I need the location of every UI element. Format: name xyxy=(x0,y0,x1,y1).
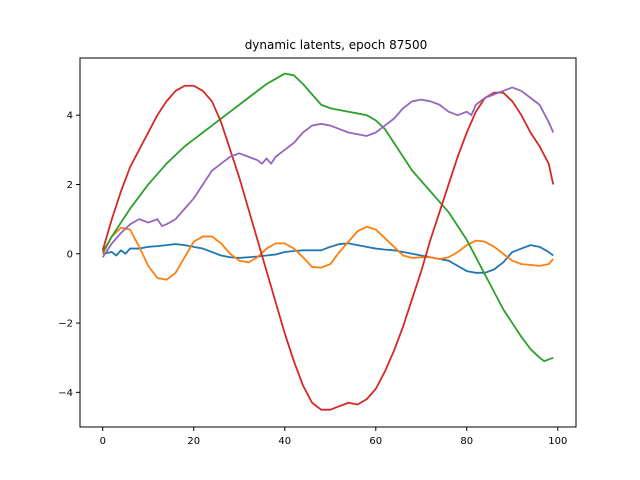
x-tick-label: 80 xyxy=(460,436,473,447)
chart-title: dynamic latents, epoch 87500 xyxy=(245,38,428,52)
x-tick-label: 60 xyxy=(369,436,382,447)
x-tick-label: 0 xyxy=(100,436,106,447)
y-tick-label: −2 xyxy=(58,319,73,330)
axes-frame xyxy=(79,57,577,428)
x-tick-label: 40 xyxy=(278,436,291,447)
series-line-4 xyxy=(101,84,555,411)
x-axis: 0 20 40 60 80 100 xyxy=(100,427,567,447)
series-line-3 xyxy=(101,72,554,363)
x-tick-label: 100 xyxy=(548,436,567,447)
series-line-1 xyxy=(102,242,554,274)
series-line-5 xyxy=(101,86,555,258)
y-tick-label: 0 xyxy=(67,249,73,260)
y-tick-label: 2 xyxy=(67,180,73,191)
series-line-2 xyxy=(101,225,554,281)
y-axis: −4 −2 0 2 4 xyxy=(58,111,80,399)
y-tick-label: 4 xyxy=(67,111,73,122)
x-tick-label: 20 xyxy=(187,436,200,447)
series-layer xyxy=(101,72,555,411)
y-tick-label: −4 xyxy=(58,388,73,399)
